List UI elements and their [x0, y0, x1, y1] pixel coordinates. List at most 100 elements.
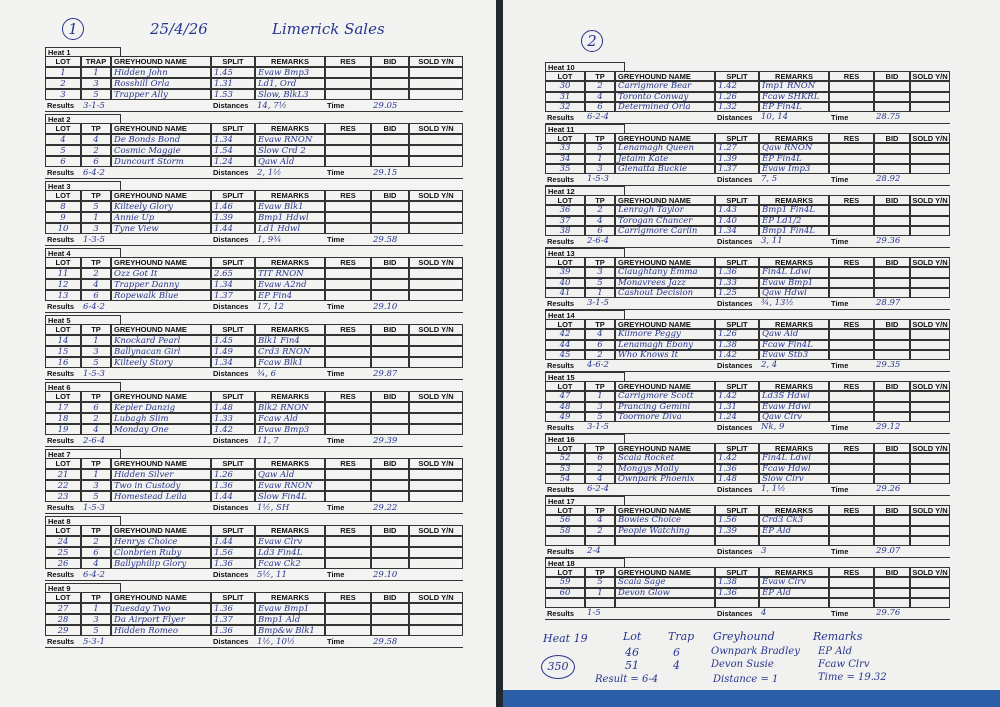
- heat-title: Heat 17: [545, 496, 625, 505]
- distances-label: Distances: [213, 101, 249, 110]
- column-header: SOLD Y/N: [409, 257, 463, 268]
- hand-entry: Monavrees Jazz: [615, 277, 715, 288]
- time-value: 28.97: [876, 298, 901, 309]
- hand-entry: Mongys Molly: [615, 463, 715, 474]
- hand-entry: Devon Glow: [615, 587, 715, 598]
- hand-entry: Duncourt Storm: [111, 156, 211, 167]
- distances-label: Distances: [213, 302, 249, 311]
- empty-cell: [325, 335, 371, 346]
- empty-cell: [829, 81, 874, 92]
- hand-entry: Carrigmore Carlin: [615, 225, 715, 237]
- empty-cell: [874, 287, 910, 299]
- hand-entry: Kepler Danzig: [111, 402, 211, 413]
- hand-entry: 4: [585, 215, 615, 226]
- empty-cell: [325, 469, 371, 480]
- time-value: 29.76: [876, 608, 901, 619]
- column-header: RES: [829, 133, 874, 144]
- empty-cell: [409, 469, 463, 480]
- time-label: Time: [327, 570, 345, 579]
- results-label: Results: [47, 503, 75, 512]
- hand-entry: 1.53: [211, 89, 255, 100]
- hand-entry: Ballyphilip Glory: [111, 558, 211, 569]
- distances-value: 1, 9¾: [257, 234, 282, 245]
- column-header: REMARKS: [759, 133, 829, 144]
- empty-cell: [371, 357, 409, 368]
- hand-entry: 15: [45, 346, 81, 357]
- hand-entry: 5: [45, 145, 81, 156]
- results-label: Results: [547, 360, 575, 370]
- hand-entry: 44: [545, 339, 585, 350]
- column-header: RES: [325, 56, 371, 67]
- empty-cell: [409, 89, 463, 100]
- empty-cell: [325, 402, 371, 413]
- hand-entry: 1: [585, 153, 615, 164]
- hand-entry: 4: [585, 329, 615, 340]
- time-label: Time: [831, 608, 849, 618]
- sheet-date: 25/4/26: [150, 20, 208, 38]
- hand-entry: Carrigmore Scott: [615, 391, 715, 402]
- hand-entry: 1.36: [715, 587, 759, 598]
- hand-entry: Scala Sage: [615, 577, 715, 588]
- hand-entry: 5: [585, 277, 615, 288]
- column-header: BID: [874, 257, 910, 268]
- hand-entry: 56: [545, 515, 585, 526]
- results-label: Results: [547, 608, 575, 618]
- hand-entry: Claughtany Emma: [615, 267, 715, 278]
- results-rule: [545, 618, 950, 620]
- hand-entry: 10: [45, 223, 81, 234]
- column-header: TP: [585, 257, 615, 268]
- column-header: REMARKS: [759, 443, 829, 454]
- hand-entry: 2.65: [211, 268, 255, 279]
- results-label: Results: [47, 436, 75, 445]
- hand-entry: Hidden John: [111, 67, 211, 78]
- empty-cell: [325, 89, 371, 100]
- empty-cell: [910, 463, 950, 474]
- empty-cell: [910, 453, 950, 464]
- time-label: Time: [327, 101, 345, 110]
- empty-cell: [371, 424, 409, 435]
- results-value: 4-6-2: [587, 360, 609, 371]
- empty-cell: [874, 267, 910, 278]
- empty-cell: [874, 81, 910, 92]
- distances-label: Distances: [717, 112, 753, 122]
- hand-entry: Cosmic Maggie: [111, 145, 211, 156]
- hand-entry: Slow Fin4L: [255, 491, 325, 502]
- hand-entry: 1.34: [211, 357, 255, 368]
- results-value: 6-4-2: [83, 301, 105, 312]
- empty-cell: [325, 558, 371, 569]
- hand-entry: 5: [81, 625, 111, 636]
- empty-cell: [874, 391, 910, 402]
- hand-entry: 24: [45, 536, 81, 547]
- distances-value: 7, 5: [761, 174, 778, 185]
- results-rule: [545, 246, 950, 248]
- hand-entry: 6: [585, 101, 615, 113]
- column-header: GREYHOUND NAME: [615, 319, 715, 330]
- hand-entry: Kilmore Peggy: [615, 329, 715, 340]
- empty-cell: [829, 153, 874, 164]
- hand-entry: 1: [45, 67, 81, 78]
- empty-cell: [371, 145, 409, 156]
- empty-cell: [325, 201, 371, 212]
- heat-title: Heat 2: [45, 114, 121, 123]
- empty-cell: [325, 625, 371, 636]
- empty-cell: [409, 268, 463, 279]
- hand-entry: Ld1 Hdwl: [255, 223, 325, 234]
- empty-cell: [829, 205, 874, 216]
- results-rule: [45, 379, 463, 380]
- column-header: BID: [371, 56, 409, 67]
- column-header: BID: [371, 391, 409, 402]
- column-header: LOT: [545, 71, 585, 82]
- hand-entry: 4: [81, 279, 111, 290]
- sheet-page: 2 Heat 10 LOT TP GREYHOUND NAME SPLIT REMARKS R…: [503, 0, 1000, 690]
- empty-cell: [409, 223, 463, 234]
- hand-entry: Ld3 Fin4L: [255, 547, 325, 558]
- hand-entry: Ropewalk Blue: [111, 290, 211, 301]
- time-value: 29.12: [876, 422, 901, 433]
- results-label: Results: [47, 637, 75, 646]
- results-value: 3-1-5: [587, 298, 609, 309]
- hand-entry: Ld3S Hdwl: [759, 391, 829, 402]
- hand-entry: 1.24: [211, 156, 255, 167]
- hand-entry: Evaw Hdwl: [759, 401, 829, 412]
- hand-entry: Fcaw Fin4L: [759, 339, 829, 350]
- column-header: SPLIT: [715, 505, 759, 516]
